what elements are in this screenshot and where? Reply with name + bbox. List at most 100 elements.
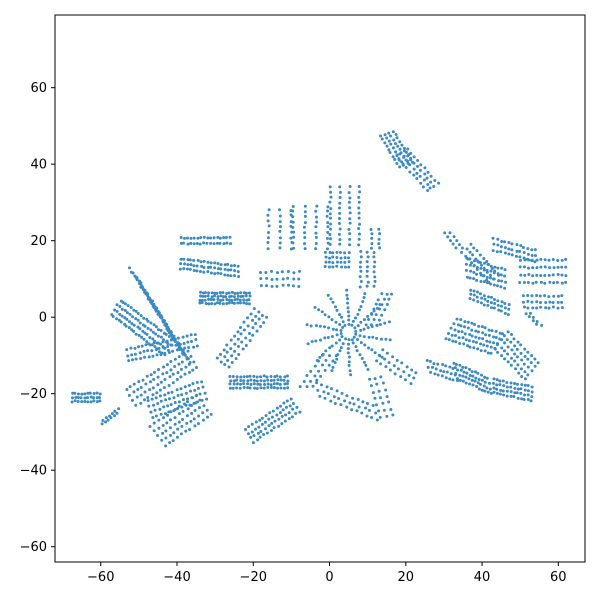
scatter-point [266,382,270,386]
scatter-point [173,422,177,426]
scatter-point [154,348,158,352]
scatter-point [535,306,539,310]
scatter-point [402,146,406,150]
scatter-point [229,379,233,383]
scatter-point [162,365,166,369]
scatter-point [335,250,339,254]
scatter-point [493,347,497,351]
scatter-point [265,431,269,435]
scatter-point [314,242,318,246]
scatter-point [160,438,164,442]
scatter-point [259,429,263,433]
scatter-point [477,378,481,382]
scatter-point [505,385,509,389]
scatter-point [327,265,331,269]
scatter-point [388,151,392,154]
scatter-point [428,186,432,190]
scatter-point [376,298,380,302]
scatter-point [186,400,189,404]
scatter-point [436,373,440,377]
scatter-point [400,143,404,147]
scatter-point [313,374,317,378]
scatter-point [241,294,245,298]
scatter-point [519,367,523,371]
scatter-point [175,435,179,439]
scatter-point [357,227,361,231]
scatter-point [182,267,186,271]
scatter-point [152,341,156,345]
scatter-point [233,334,237,338]
scatter-point [182,341,186,345]
scatter-point [267,417,271,421]
scatter-point [216,262,220,266]
scatter-point [292,230,296,234]
scatter-point [322,390,326,394]
scatter-point [298,385,302,389]
scatter-point [80,392,84,396]
scatter-point [491,249,495,253]
scatter-point [456,323,460,327]
scatter-point [346,351,350,355]
scatter-point [406,159,410,163]
scatter-point [527,315,531,319]
scatter-point [328,251,332,255]
scatter-point [252,434,256,438]
scatter-point [476,347,480,351]
scatter-point [448,365,452,369]
scatter-point [451,339,455,343]
points-layer [70,130,568,448]
scatter-point [351,319,355,323]
scatter-point [459,368,463,372]
scatter-point [161,431,165,435]
scatter-point [490,295,494,299]
scatter-point [195,269,199,273]
scatter-point [510,242,514,246]
scatter-point [123,316,127,320]
scatter-point [92,399,96,403]
scatter-point [474,340,478,344]
scatter-point [247,302,251,306]
scatter-point [468,382,472,386]
scatter-point [347,251,351,255]
scatter-point [183,372,187,376]
scatter-point [509,356,513,360]
scatter-point [256,438,260,442]
scatter-point [249,378,253,382]
scatter-point [464,381,468,385]
scatter-point [489,264,493,268]
scatter-point [146,319,150,323]
scatter-point [331,327,335,331]
scatter-point [394,133,398,137]
scatter-point [139,285,143,289]
scatter-point [339,403,343,407]
scatter-point [331,261,335,265]
scatter-point [168,441,172,445]
scatter-point [324,358,328,362]
scatter-point [338,211,342,215]
scatter-point [470,334,474,338]
scatter-point [104,420,108,424]
scatter-point [469,292,473,296]
scatter-point [552,281,556,285]
scatter-point [139,401,143,405]
scatter-point [244,294,248,298]
scatter-point [395,136,399,140]
scatter-point [526,384,530,387]
scatter-point [535,266,539,270]
scatter-point [421,185,425,189]
scatter-point [238,386,242,390]
scatter-point [482,343,486,347]
scatter-point [468,257,472,261]
scatter-point [206,270,210,274]
scatter-point [498,383,502,387]
scatter-point [543,258,547,262]
scatter-point [434,367,438,371]
scatter-point [286,386,290,390]
scatter-point [216,295,220,299]
scatter-point [518,265,522,269]
scatter-point [152,323,156,327]
scatter-point [476,290,480,294]
scatter-point [125,317,129,321]
scatter-point [400,361,404,365]
scatter-point [248,386,252,390]
